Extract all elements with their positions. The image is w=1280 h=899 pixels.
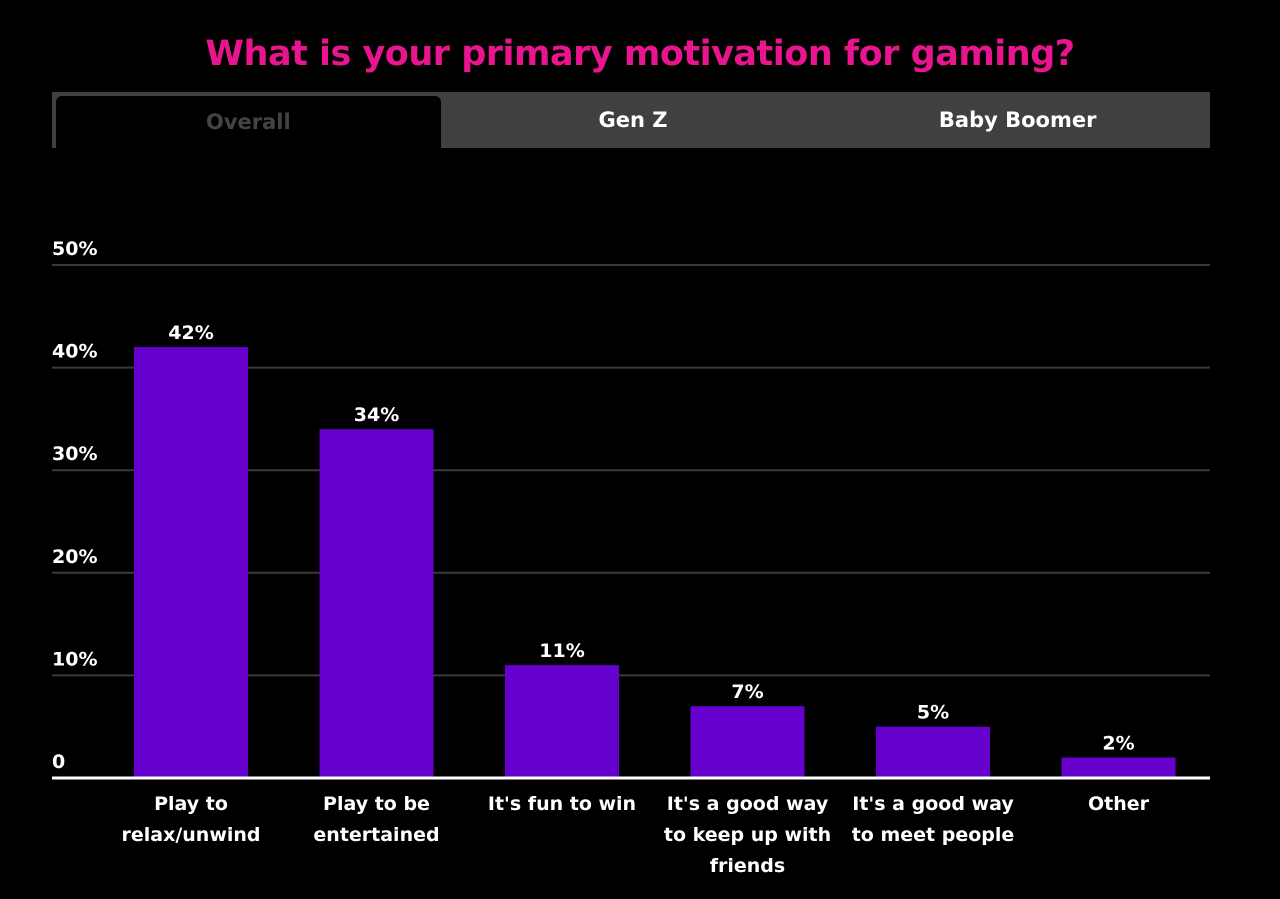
x-category-label: Play to xyxy=(154,793,228,815)
x-category-label: relax/unwind xyxy=(121,824,260,846)
bar xyxy=(319,429,434,778)
y-tick-label: 0 xyxy=(52,751,65,773)
tab-overall[interactable]: Overall xyxy=(56,96,441,148)
x-category-label: friends xyxy=(710,855,785,877)
y-tick-label: 40% xyxy=(52,341,97,363)
data-label: 42% xyxy=(168,322,213,344)
y-tick-label: 30% xyxy=(52,443,97,465)
segment-tabs: Overall Gen Z Baby Boomer xyxy=(52,92,1210,148)
y-tick-label: 20% xyxy=(52,546,97,568)
x-category-label: Other xyxy=(1088,793,1150,815)
data-label: 7% xyxy=(731,681,763,703)
data-label: 5% xyxy=(917,702,949,724)
bar xyxy=(876,726,990,778)
y-tick-label: 50% xyxy=(52,238,97,260)
bar xyxy=(134,347,248,778)
x-category-label: to meet people xyxy=(852,824,1015,846)
data-label: 34% xyxy=(354,404,399,426)
bar xyxy=(505,665,619,778)
bar xyxy=(690,706,805,778)
x-category-label: It's a good way xyxy=(667,793,829,815)
data-label: 11% xyxy=(539,640,584,662)
y-tick-label: 10% xyxy=(52,648,97,670)
x-category-label: entertained xyxy=(313,824,439,846)
chart-title: What is your primary motivation for gami… xyxy=(205,34,1075,74)
x-category-label: It's fun to win xyxy=(488,793,636,815)
data-label: 2% xyxy=(1102,732,1134,754)
x-category-label: It's a good way xyxy=(852,793,1014,815)
tab-baby-boomer[interactable]: Baby Boomer xyxy=(938,108,1097,132)
bar xyxy=(1061,757,1176,778)
x-category-label: Play to be xyxy=(323,793,430,815)
tab-gen-z[interactable]: Gen Z xyxy=(598,108,668,132)
x-category-label: to keep up with xyxy=(664,824,831,846)
